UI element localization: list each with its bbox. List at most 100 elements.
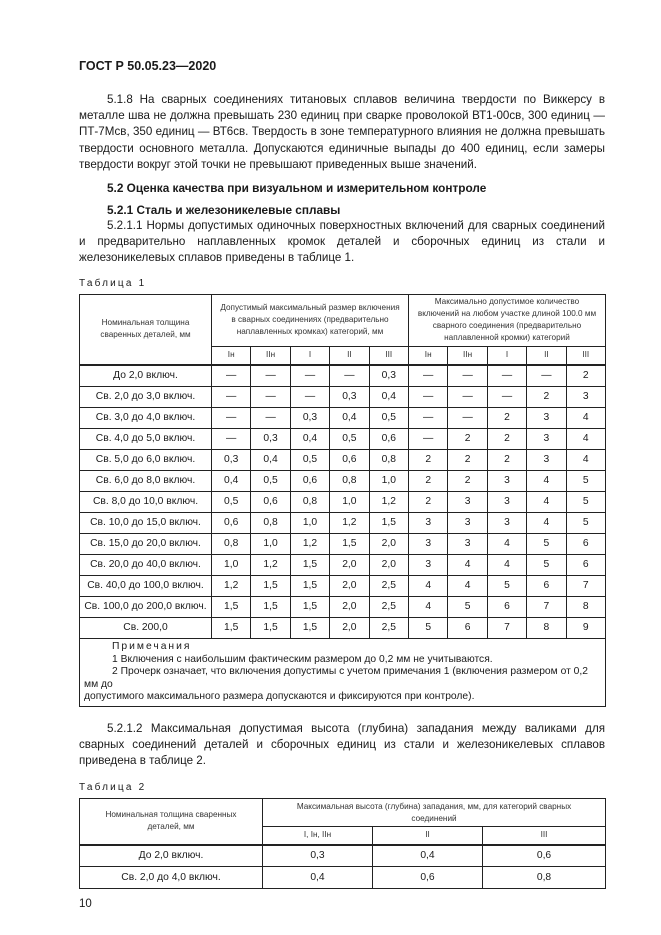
table-cell: — bbox=[289, 364, 331, 388]
heading-5-2-1: 5.2.1 Сталь и железоникелевые сплавы bbox=[107, 203, 341, 218]
row-thickness-label: Св. 4,0 до 5,0 включ. bbox=[79, 428, 212, 451]
table-cell: 1,5 bbox=[289, 617, 331, 640]
table-cell: 0,4 bbox=[250, 449, 291, 472]
table1-col-thickness: Номинальная толщина сваренных деталей, м… bbox=[79, 293, 212, 367]
row-thickness-label: Св. 10,0 до 15,0 включ. bbox=[79, 512, 212, 535]
table-cell: 0,5 bbox=[368, 407, 410, 430]
row-thickness-label: До 2,0 включ. bbox=[79, 844, 263, 868]
table-cell: 5 bbox=[407, 617, 449, 640]
row-thickness-label: Св. 5,0 до 6,0 включ. bbox=[79, 449, 212, 472]
table-cell: — bbox=[250, 364, 291, 388]
row-thickness-label: Св. 8,0 до 10,0 включ. bbox=[79, 491, 212, 514]
row-thickness-label: Св. 15,0 до 20,0 включ. bbox=[79, 533, 212, 556]
row-thickness-label: Св. 3,0 до 4,0 включ. bbox=[79, 407, 212, 430]
table-cell: 3 bbox=[407, 533, 449, 556]
table1-group-size: Допустимый максимальный размер включения… bbox=[211, 293, 409, 347]
table-cell: 3 bbox=[526, 449, 567, 472]
note-2-continued: допустимого максимального размера допуск… bbox=[84, 691, 475, 703]
table-cell: 4 bbox=[447, 575, 488, 598]
table2-col-thickness: Номинальная толщина сваренных деталей, м… bbox=[79, 798, 263, 846]
table-cell: 6 bbox=[526, 575, 567, 598]
table-row: Св. 20,0 до 40,0 включ. 1,0 1,2 1,5 2,0 2,0 3 4… bbox=[79, 554, 606, 577]
table-cell: 4 bbox=[526, 491, 567, 514]
table-row: Св. 100,0 до 200,0 включ. 1,5 1,5 1,5 2,0 2,5… bbox=[79, 596, 606, 619]
table-cell: 0,5 bbox=[289, 449, 331, 472]
table1-category-header: III bbox=[565, 345, 606, 367]
table-cell: 7 bbox=[526, 596, 567, 619]
table-cell: 4 bbox=[486, 554, 528, 577]
table-cell: 4 bbox=[486, 533, 528, 556]
table-cell: 1,5 bbox=[250, 575, 291, 598]
table-cell: 5 bbox=[447, 596, 488, 619]
table-cell: 3 bbox=[447, 533, 488, 556]
table1-caption: Таблица 1 bbox=[79, 277, 147, 289]
table-cell: 1,5 bbox=[329, 533, 370, 556]
table-cell: 0,6 bbox=[250, 491, 291, 514]
table-cell: 5 bbox=[526, 554, 567, 577]
page-content: ГОСТ Р 50.05.23—2020 5.1.8 На сварных со… bbox=[79, 58, 607, 911]
table-cell: 4 bbox=[407, 575, 449, 598]
table-cell: 0,8 bbox=[250, 512, 291, 535]
table-cell: 0,3 bbox=[368, 364, 410, 388]
table-cell: 1,5 bbox=[250, 596, 291, 619]
table-cell: 3 bbox=[526, 407, 567, 430]
table-cell: 1,2 bbox=[250, 554, 291, 577]
table-cell: 0,3 bbox=[250, 428, 291, 451]
table-cell: 2 bbox=[407, 449, 449, 472]
table-cell: 5 bbox=[565, 470, 606, 493]
table-cell: 3 bbox=[486, 470, 528, 493]
table1-category-header: IIн bbox=[250, 345, 291, 367]
table-cell: 4 bbox=[447, 554, 488, 577]
table-cell: 2,5 bbox=[368, 596, 410, 619]
table-row: Св. 15,0 до 20,0 включ. 0,8 1,0 1,2 1,5 2,0 3 3… bbox=[79, 533, 606, 556]
table-cell: 5 bbox=[526, 533, 567, 556]
table-cell: 2 bbox=[447, 470, 488, 493]
table-row: Св. 200,0 1,5 1,5 1,5 2,0 2,5 5 6 7 8 9 bbox=[79, 617, 606, 640]
table-cell: 9 bbox=[565, 617, 606, 640]
document-header: ГОСТ Р 50.05.23—2020 bbox=[79, 59, 217, 73]
table1-category-header: Iн bbox=[210, 345, 252, 367]
table-row: Св. 6,0 до 8,0 включ. 0,4 0,5 0,6 0,8 1,0 2 2 3 4… bbox=[79, 470, 606, 493]
note-1: 1 Включения с наибольшим фактическим раз… bbox=[112, 653, 493, 665]
table-cell: 2 bbox=[486, 449, 528, 472]
table2-category-header: III bbox=[481, 826, 607, 846]
heading-5-2: 5.2 Оценка качества при визуальном и изм… bbox=[107, 181, 487, 196]
page-number: 10 bbox=[79, 898, 92, 911]
table-2: Номинальная толщина сваренных деталей, м… bbox=[79, 798, 607, 890]
row-thickness-label: Св. 2,0 до 4,0 включ. bbox=[79, 866, 263, 890]
table-cell: 1,5 bbox=[210, 617, 252, 640]
table-cell: 0,6 bbox=[329, 449, 370, 472]
row-thickness-label: Св. 100,0 до 200,0 включ. bbox=[79, 596, 212, 619]
table-cell: — bbox=[329, 364, 370, 388]
row-thickness-label: Св. 20,0 до 40,0 включ. bbox=[79, 554, 212, 577]
table-cell: 2,0 bbox=[368, 533, 410, 556]
table1-category-header: I bbox=[289, 345, 331, 367]
table-cell: 1,0 bbox=[368, 470, 410, 493]
table-cell: 8 bbox=[526, 617, 567, 640]
table-cell: 0,8 bbox=[329, 470, 370, 493]
table1-category-header: II bbox=[329, 345, 370, 367]
table-cell: — bbox=[250, 386, 291, 409]
table-cell: 4 bbox=[565, 449, 606, 472]
table-cell: — bbox=[210, 428, 252, 451]
table-cell: 0,3 bbox=[210, 449, 252, 472]
table-cell: 3 bbox=[447, 512, 488, 535]
table-cell: 6 bbox=[565, 533, 606, 556]
row-thickness-label: Св. 2,0 до 3,0 включ. bbox=[79, 386, 212, 409]
paragraph-5-1-8: 5.1.8 На сварных соединениях титановых с… bbox=[79, 93, 605, 171]
paragraph-5-2-1-2: 5.2.1.2 Максимальная допустимая высота (… bbox=[79, 721, 605, 768]
table-cell: 3 bbox=[526, 428, 567, 451]
table-cell: 0,8 bbox=[368, 449, 410, 472]
table-cell: 7 bbox=[486, 617, 528, 640]
table1-category-header: Iн bbox=[407, 345, 449, 367]
table-cell: 0,3 bbox=[289, 407, 331, 430]
table-cell: 2 bbox=[407, 470, 449, 493]
table1-category-header: III bbox=[368, 345, 410, 367]
table-cell: 1,0 bbox=[210, 554, 252, 577]
table-row: До 2,0 включ. 0,3 0,4 0,6 bbox=[79, 844, 607, 868]
table-cell: 8 bbox=[565, 596, 606, 619]
table-cell: 5 bbox=[486, 575, 528, 598]
table-cell: 2,0 bbox=[329, 575, 370, 598]
table-cell: 4 bbox=[526, 470, 567, 493]
